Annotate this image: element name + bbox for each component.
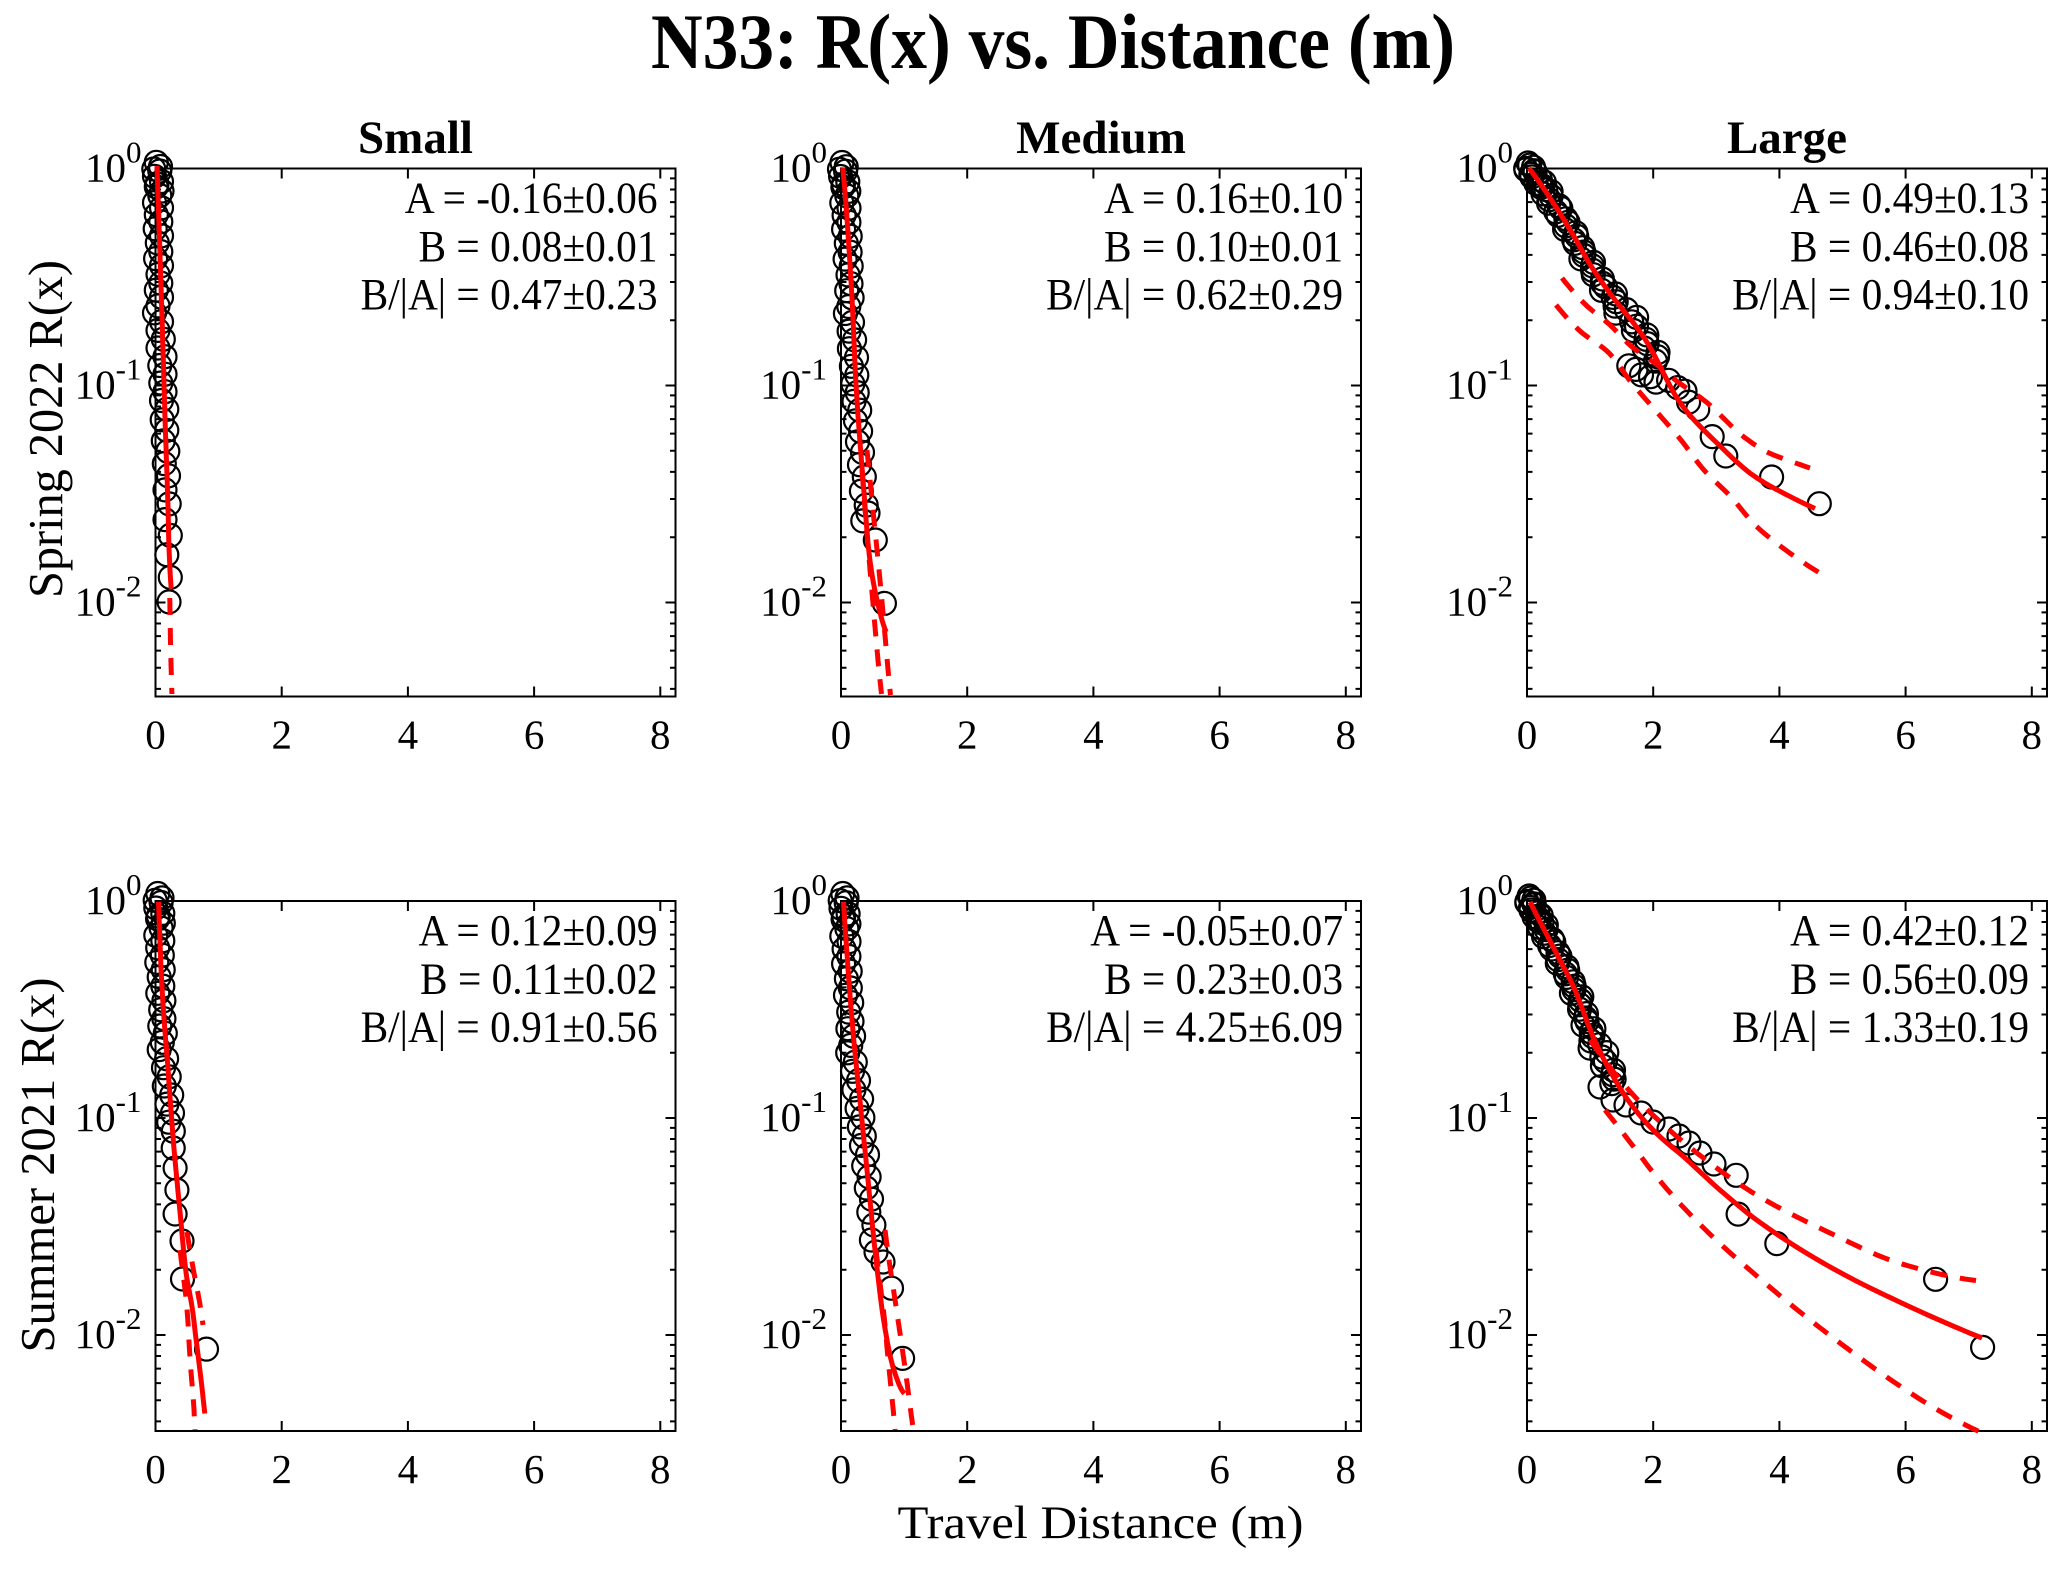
svg-text:6: 6 <box>1209 1446 1230 1492</box>
svg-text:B/|A| = 0.91±0.56: B/|A| = 0.91±0.56 <box>361 1003 658 1051</box>
svg-text:0: 0 <box>831 1446 852 1492</box>
svg-text:A = 0.42±0.12: A = 0.42±0.12 <box>1790 907 2029 955</box>
svg-text:6: 6 <box>524 1446 545 1492</box>
svg-text:B = 0.23±0.03: B = 0.23±0.03 <box>1104 955 1343 1003</box>
svg-text:2: 2 <box>1643 1446 1664 1492</box>
svg-text:4: 4 <box>398 1446 419 1492</box>
svg-text:6: 6 <box>1895 1446 1916 1492</box>
svg-text:0: 0 <box>145 1446 166 1492</box>
svg-text:N33: R(x) vs. Distance (m): N33: R(x) vs. Distance (m) <box>651 0 1455 85</box>
svg-text:2: 2 <box>957 712 978 758</box>
svg-text:4: 4 <box>1083 1446 1104 1492</box>
svg-text:A = 0.12±0.09: A = 0.12±0.09 <box>419 907 658 955</box>
svg-text:2: 2 <box>1643 712 1664 758</box>
svg-text:6: 6 <box>1209 712 1230 758</box>
svg-text:A = 0.16±0.10: A = 0.16±0.10 <box>1104 174 1343 222</box>
svg-text:8: 8 <box>1336 1446 1357 1492</box>
svg-text:A = 0.49±0.13: A = 0.49±0.13 <box>1790 174 2029 222</box>
svg-text:B/|A| = 0.47±0.23: B/|A| = 0.47±0.23 <box>361 271 658 319</box>
svg-text:100: 100 <box>1457 867 1514 923</box>
svg-text:8: 8 <box>650 712 671 758</box>
svg-text:4: 4 <box>398 712 419 758</box>
svg-text:2: 2 <box>957 1446 978 1492</box>
svg-text:10-2: 10-2 <box>1446 1301 1513 1357</box>
svg-text:4: 4 <box>1769 712 1790 758</box>
svg-text:B = 0.08±0.01: B = 0.08±0.01 <box>419 223 658 271</box>
svg-text:10-2: 10-2 <box>1446 569 1513 625</box>
svg-text:0: 0 <box>1517 712 1538 758</box>
svg-text:Medium: Medium <box>1016 112 1186 164</box>
svg-text:Small: Small <box>358 112 473 164</box>
svg-text:B/|A| = 1.33±0.19: B/|A| = 1.33±0.19 <box>1732 1003 2029 1051</box>
svg-text:B = 0.11±0.02: B = 0.11±0.02 <box>420 955 657 1003</box>
svg-text:B/|A| = 0.94±0.10: B/|A| = 0.94±0.10 <box>1732 271 2029 319</box>
svg-text:6: 6 <box>1895 712 1916 758</box>
svg-text:B = 0.46±0.08: B = 0.46±0.08 <box>1790 223 2029 271</box>
svg-text:Large: Large <box>1727 112 1847 164</box>
svg-text:8: 8 <box>1336 712 1357 758</box>
svg-text:0: 0 <box>1517 1446 1538 1492</box>
svg-text:B/|A| = 4.25±6.09: B/|A| = 4.25±6.09 <box>1046 1003 1343 1051</box>
svg-text:4: 4 <box>1769 1446 1790 1492</box>
svg-text:B = 0.10±0.01: B = 0.10±0.01 <box>1104 223 1343 271</box>
svg-text:10-2: 10-2 <box>760 569 827 625</box>
svg-text:Summer 2021 R(x): Summer 2021 R(x) <box>10 978 65 1353</box>
svg-text:6: 6 <box>524 712 545 758</box>
svg-text:0: 0 <box>831 712 852 758</box>
svg-text:A = -0.16±0.06: A = -0.16±0.06 <box>405 174 658 222</box>
svg-text:4: 4 <box>1083 712 1104 758</box>
svg-text:2: 2 <box>271 1446 292 1492</box>
svg-text:8: 8 <box>650 1446 671 1492</box>
svg-text:Spring 2022 R(x): Spring 2022 R(x) <box>18 260 73 598</box>
svg-text:B = 0.56±0.09: B = 0.56±0.09 <box>1790 955 2029 1003</box>
svg-text:8: 8 <box>2022 712 2043 758</box>
svg-text:10-2: 10-2 <box>75 1301 142 1357</box>
svg-text:10-1: 10-1 <box>760 1084 827 1140</box>
svg-text:B/|A| = 0.62±0.29: B/|A| = 0.62±0.29 <box>1046 271 1343 319</box>
svg-text:0: 0 <box>145 712 166 758</box>
svg-text:A = -0.05±0.07: A = -0.05±0.07 <box>1090 907 1343 955</box>
svg-text:Travel Distance (m): Travel Distance (m) <box>898 1497 1304 1549</box>
svg-text:2: 2 <box>271 712 292 758</box>
svg-text:10-1: 10-1 <box>1446 352 1513 408</box>
svg-text:8: 8 <box>2022 1446 2043 1492</box>
